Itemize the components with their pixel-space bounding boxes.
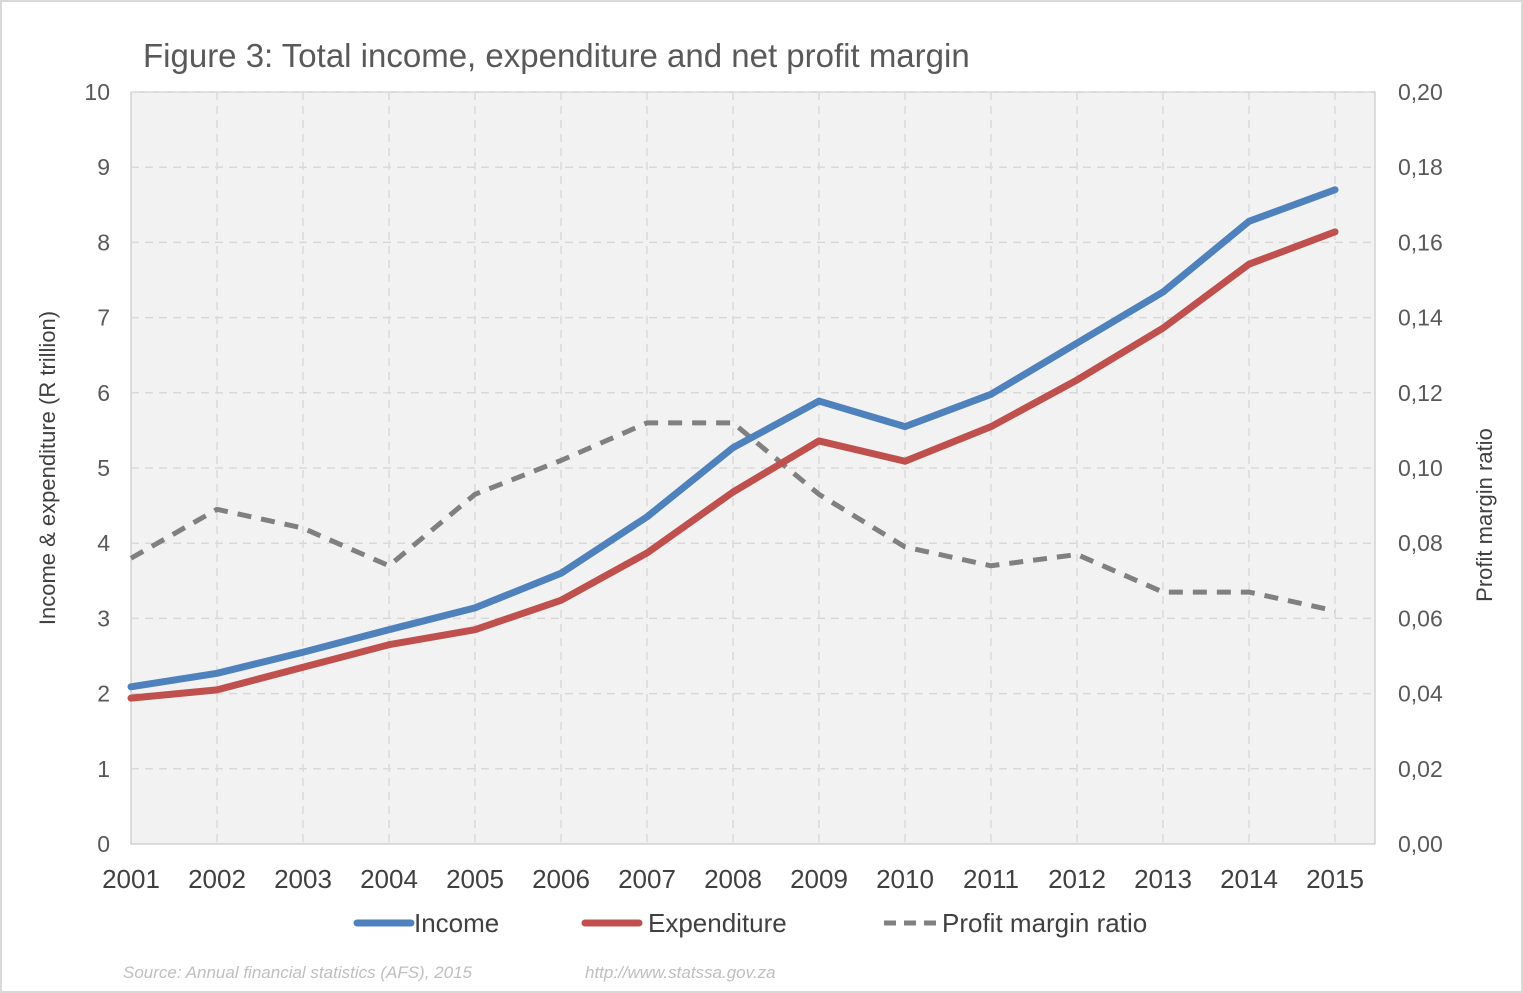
y-tick-label: 7 xyxy=(97,305,110,331)
y2-tick-label: 0,08 xyxy=(1398,530,1443,556)
y2-tick-label: 0,16 xyxy=(1398,229,1443,255)
legend-label: Expenditure xyxy=(648,908,787,938)
x-tick-label: 2007 xyxy=(618,864,676,894)
grid xyxy=(131,91,1375,844)
y-tick-label: 6 xyxy=(97,380,110,406)
y-tick-label: 10 xyxy=(84,79,110,105)
y2-tick-label: 0,20 xyxy=(1398,79,1443,105)
y-tick-label: 5 xyxy=(97,455,110,481)
x-tick-label: 2010 xyxy=(876,864,934,894)
x-tick-label: 2009 xyxy=(790,864,848,894)
y2-tick-label: 0,02 xyxy=(1398,756,1443,782)
legend-item: Profit margin ratio xyxy=(884,908,1147,938)
x-tick-label: 2011 xyxy=(963,864,1019,894)
y-tick-label: 4 xyxy=(97,530,110,556)
y2-tick-label: 0,12 xyxy=(1398,380,1443,406)
y-axis-ticks: 0 1 2 3 4 5 6 7 8 9 10 xyxy=(84,79,110,857)
y2-axis-label: Profit margin ratio xyxy=(1472,428,1497,602)
x-tick-label: 2001 xyxy=(102,864,160,894)
chart-title: Figure 3: Total income, expenditure and … xyxy=(143,37,970,74)
legend-item: Income xyxy=(353,908,499,938)
x-tick-label: 2015 xyxy=(1306,864,1364,894)
x-tick-label: 2003 xyxy=(274,864,332,894)
x-tick-label: 2012 xyxy=(1048,864,1106,894)
y-axis-label: Income & expenditure (R trillion) xyxy=(35,311,60,625)
y2-tick-label: 0,04 xyxy=(1398,681,1443,707)
x-tick-label: 2014 xyxy=(1220,864,1278,894)
y2-tick-label: 0,00 xyxy=(1398,831,1443,857)
x-tick-label: 2005 xyxy=(446,864,504,894)
legend-label: Profit margin ratio xyxy=(942,908,1147,938)
y-tick-label: 2 xyxy=(97,681,110,707)
x-tick-label: 2008 xyxy=(704,864,762,894)
x-tick-label: 2002 xyxy=(188,864,246,894)
y-tick-label: 8 xyxy=(97,229,110,255)
y2-axis-ticks: 0,00 0,02 0,04 0,06 0,08 0,10 0,12 0,14 0,16 0,18… xyxy=(1398,79,1443,857)
y-tick-label: 9 xyxy=(97,154,110,180)
source-note: Source: Annual financial statistics (AFS… xyxy=(123,963,473,982)
legend-label: Income xyxy=(414,908,499,938)
x-tick-label: 2013 xyxy=(1134,864,1192,894)
x-axis-ticks: 2001 2002 2003 2004 2005 2006 2007 2008 2009 2010… xyxy=(102,864,1364,894)
series-lines xyxy=(127,186,1339,702)
y-tick-label: 1 xyxy=(97,756,110,782)
x-tick-label: 2004 xyxy=(360,864,418,894)
series-line-profit-margin-ratio xyxy=(129,420,1336,614)
y2-tick-label: 0,06 xyxy=(1398,605,1443,631)
legend-item: Expenditure xyxy=(581,908,787,938)
y2-tick-label: 0,14 xyxy=(1398,305,1443,331)
y2-tick-label: 0,10 xyxy=(1398,455,1443,481)
legend: Income Expenditure Profit margin ratio xyxy=(353,908,1147,938)
y2-tick-label: 0,18 xyxy=(1398,154,1443,180)
source-url: http://www.statssa.gov.za xyxy=(585,963,776,982)
y-tick-label: 3 xyxy=(97,605,110,631)
y-tick-label: 0 xyxy=(97,831,110,857)
x-tick-label: 2006 xyxy=(532,864,590,894)
